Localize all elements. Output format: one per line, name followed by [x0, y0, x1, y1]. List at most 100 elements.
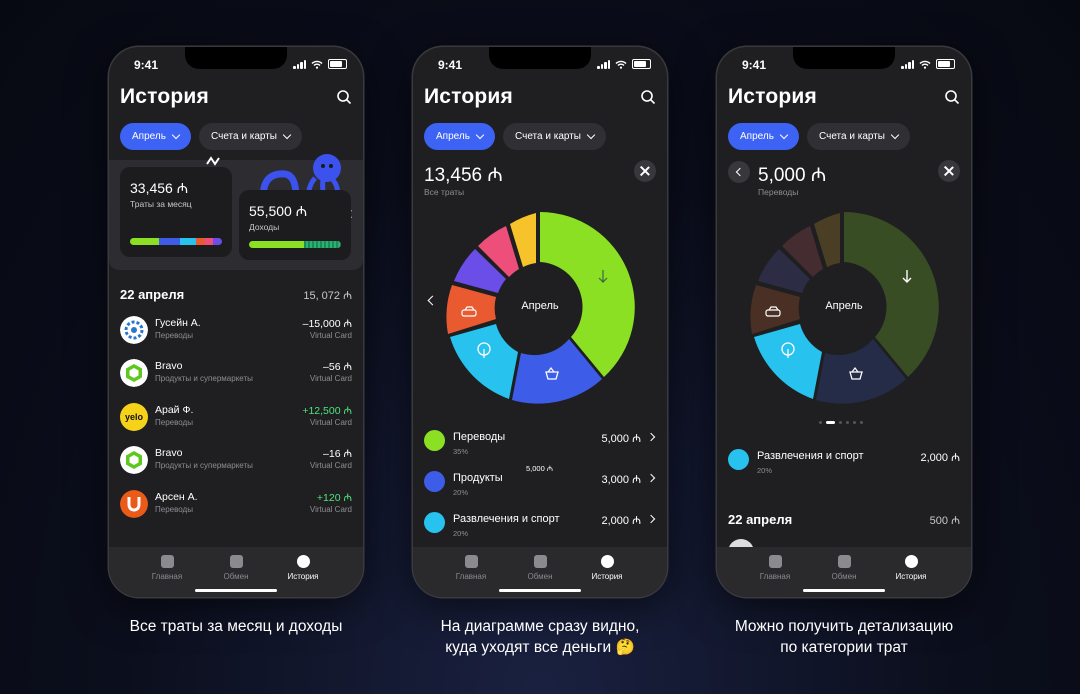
phone-screen-spending-chart: 9:41 История Апрель Счета и карты 13,456…	[413, 47, 667, 597]
category-amount: 2,000 ₼	[601, 515, 642, 527]
tab-bar: Главная Обмен История	[413, 547, 667, 597]
transaction-card: Virtual Card	[309, 374, 352, 383]
category-row-entertainment[interactable]: Развлечения и спорт 20% 2,000 ₼	[728, 449, 960, 479]
donut-segment-groceries[interactable]	[512, 339, 602, 404]
donut-segment-purple[interactable]	[758, 249, 810, 293]
chart-tooltip-value: 5,000 ₼	[526, 464, 553, 473]
chevron-right-icon	[646, 432, 656, 442]
chevron-down-icon	[779, 130, 789, 140]
category-name: Развлечения и спорт	[757, 450, 864, 462]
accounts-filter-chip[interactable]: Счета и карты	[199, 123, 302, 150]
transaction-row[interactable]: Bravo Продукты и супермаркеты –56 ₼ Virt…	[120, 359, 352, 399]
month-chip-label: Апрель	[132, 131, 166, 142]
month-filter-chip[interactable]: Апрель	[728, 123, 799, 150]
transaction-amount: +12,500 ₼	[302, 405, 352, 417]
transaction-category: Продукты и супермаркеты	[155, 461, 253, 470]
chevron-down-icon	[475, 130, 485, 140]
tab-bar: Главная Обмен История	[717, 547, 971, 597]
wifi-icon	[919, 60, 931, 69]
transaction-row[interactable]: Арсен А. Переводы +120 ₼ Virtual Card	[120, 490, 352, 530]
back-button[interactable]	[728, 161, 750, 183]
tab-history[interactable]: История	[881, 555, 941, 581]
category-row-groceries[interactable]: Продукты 20% 3,000 ₼	[424, 471, 656, 501]
caption-screen2: На диаграмме сразу видно, куда уходят вс…	[390, 616, 690, 658]
tab-history[interactable]: История	[577, 555, 637, 581]
donut-segment-purple[interactable]	[454, 249, 506, 293]
signal-icon	[293, 59, 306, 69]
caption-line: Можно получить детализацию	[734, 618, 954, 635]
spend-card[interactable]: 33,456 ₼ Траты за месяц	[120, 167, 232, 257]
category-amount: 5,000 ₼	[601, 433, 642, 445]
category-donut-chart[interactable]	[734, 207, 954, 407]
phone-screen-category-detail: 9:41 История Апрель Счета и карты 5,000 …	[717, 47, 971, 597]
tab-home[interactable]: Главная	[441, 555, 501, 581]
accounts-filter-chip[interactable]: Счета и карты	[503, 123, 606, 150]
transaction-category: Переводы	[155, 331, 193, 340]
donut-segment-entertainment[interactable]	[754, 324, 822, 399]
ferris-wheel-icon	[477, 342, 491, 358]
category-percent: 20%	[757, 466, 773, 475]
category-row-entertainment[interactable]: Развлечения и спорт 20% 2,000 ₼	[424, 512, 656, 542]
donut-segment-pink[interactable]	[782, 226, 823, 277]
exchange-icon	[837, 555, 851, 568]
date-total: 15, 072 ₼	[303, 290, 352, 302]
transaction-card: Virtual Card	[309, 505, 352, 514]
tab-history[interactable]: История	[273, 555, 333, 581]
tab-exchange[interactable]: Обмен	[814, 555, 874, 581]
transaction-category: Переводы	[155, 418, 193, 427]
arrow-down-icon	[902, 270, 912, 283]
accounts-chip-label: Счета и карты	[819, 131, 885, 142]
income-card[interactable]: 55,500 ₼ Доходы	[239, 190, 351, 260]
accounts-filter-chip[interactable]: Счета и карты	[807, 123, 910, 150]
page-dots	[819, 421, 863, 424]
phone-screen-history-overview: 9:41 История Апрель Счета и карты 33,456…	[109, 47, 363, 597]
search-icon[interactable]	[336, 89, 352, 105]
tab-bar: Главная Обмен История	[109, 547, 363, 597]
ferris-wheel-icon	[728, 449, 749, 470]
transaction-row[interactable]: Bravo Продукты и супермаркеты –16 ₼ Virt…	[120, 446, 352, 486]
search-icon[interactable]	[640, 89, 656, 105]
donut-segment-yellow[interactable]	[814, 213, 840, 267]
notch	[185, 47, 287, 69]
tab-home[interactable]: Главная	[137, 555, 197, 581]
arrow-down-icon	[424, 430, 445, 451]
page-title: История	[424, 85, 513, 108]
chevron-right-icon	[646, 473, 656, 483]
category-percent: 35%	[453, 447, 469, 456]
income-amount: 55,500 ₼	[249, 203, 308, 219]
category-row-transfers[interactable]: Переводы 35% 5,000 ₼	[424, 430, 656, 460]
ring-logo-icon	[120, 316, 148, 344]
transaction-row[interactable]: yelo Арай Ф. Переводы +12,500 ₼ Virtual …	[120, 403, 352, 443]
spend-amount: 33,456 ₼	[130, 180, 189, 196]
month-filter-chip[interactable]: Апрель	[120, 123, 191, 150]
ferris-wheel-icon	[781, 342, 795, 358]
donut-segment-yellow[interactable]	[510, 213, 536, 267]
home-indicator	[499, 589, 581, 592]
yelo-logo-text: yelo	[124, 412, 143, 422]
donut-segment-groceries[interactable]	[816, 339, 906, 404]
tab-history-label: История	[287, 572, 319, 581]
transaction-category: Продукты и супермаркеты	[155, 374, 253, 383]
home-icon	[464, 555, 478, 568]
donut-segment-transfers[interactable]	[540, 212, 635, 377]
tab-home[interactable]: Главная	[745, 555, 805, 581]
month-filter-chip[interactable]: Апрель	[424, 123, 495, 150]
donut-segment-entertainment[interactable]	[450, 324, 518, 399]
close-button[interactable]	[938, 160, 960, 182]
caption-line: куда уходят все деньги 🤔	[445, 639, 635, 656]
tab-exchange[interactable]: Обмен	[510, 555, 570, 581]
transaction-amount: +120 ₼	[316, 492, 352, 504]
category-label-header: Переводы	[758, 187, 799, 197]
yelo-logo-icon: yelo	[120, 403, 148, 431]
transaction-card: Virtual Card	[309, 461, 352, 470]
transaction-row[interactable]: Гусейн А. Переводы –15,000 ₼ Virtual Car…	[120, 316, 352, 356]
tab-history-label: История	[591, 572, 623, 581]
spending-donut-chart[interactable]	[430, 207, 650, 407]
tab-home-label: Главная	[151, 572, 183, 581]
search-icon[interactable]	[944, 89, 960, 105]
donut-segment-transfers[interactable]	[844, 212, 939, 377]
close-button[interactable]	[634, 160, 656, 182]
u-logo-icon	[120, 490, 148, 518]
tab-exchange[interactable]: Обмен	[206, 555, 266, 581]
donut-segment-pink[interactable]	[478, 226, 519, 277]
